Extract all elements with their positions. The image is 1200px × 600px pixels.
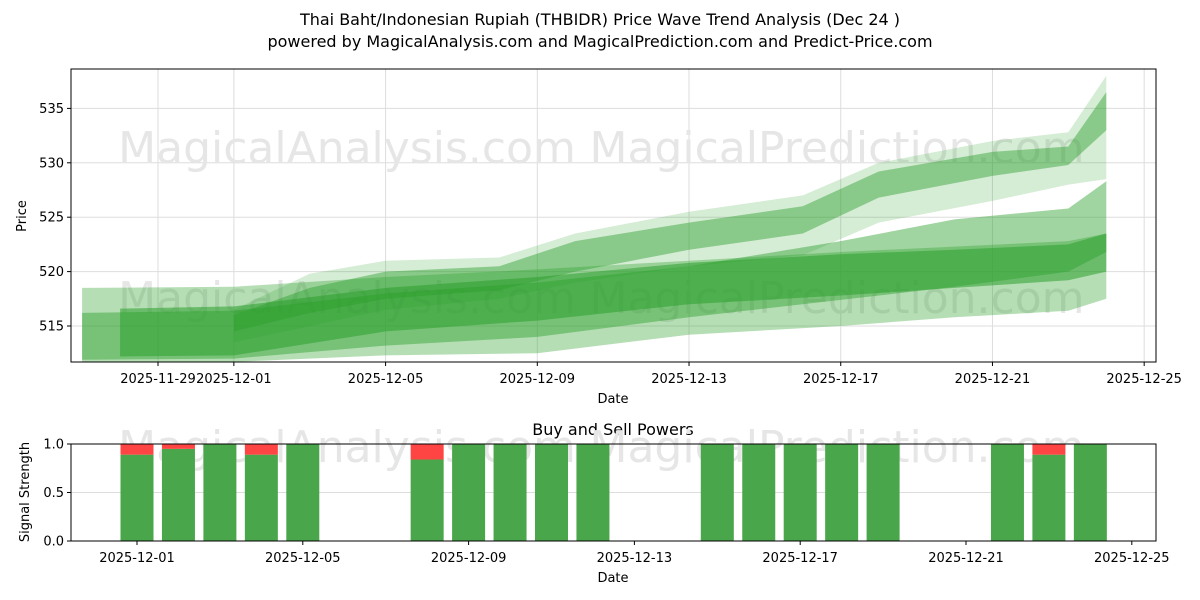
buy-bar — [1032, 454, 1066, 541]
y-tick-label: 525 — [39, 211, 64, 226]
x-tick-label: 2025-11-29 — [120, 372, 196, 387]
x-tick-label: 2025-12-01 — [99, 551, 175, 566]
buy-bar — [161, 448, 195, 541]
signal-x-axis: 2025-12-01 2025-12-05 2025-12-09 2025-12-13… — [99, 541, 1170, 566]
y-tick-label: 530 — [39, 156, 64, 171]
price-wave-bands — [82, 75, 1107, 362]
y-tick-label: 535 — [39, 102, 64, 117]
buy-bar — [866, 444, 900, 541]
sell-bar — [161, 444, 195, 449]
watermark: MagicalPrediction.com — [590, 123, 1085, 174]
price-x-axis-label: Date — [597, 392, 628, 407]
x-tick-label: 2025-12-05 — [265, 551, 341, 566]
buy-bar — [700, 444, 734, 541]
price-y-axis: 515 520 525 530 535 — [39, 102, 71, 335]
buy-bar — [244, 454, 278, 541]
x-tick-label: 2025-12-09 — [500, 372, 576, 387]
buy-bar — [535, 444, 568, 541]
buy-bar — [783, 444, 817, 541]
sell-bar — [1032, 444, 1066, 455]
wave-band — [233, 75, 1107, 343]
buy-bar — [990, 444, 1024, 541]
buy-bar — [120, 454, 154, 541]
signal-bars — [120, 444, 1107, 541]
x-tick-label: 2025-12-09 — [431, 551, 507, 566]
chart-title: Thai Baht/Indonesian Rupiah (THBIDR) Pri… — [299, 10, 901, 29]
buy-bar — [203, 444, 237, 541]
x-tick-label: 2025-12-17 — [803, 372, 879, 387]
price-chart-frame — [70, 68, 1157, 363]
chart-subtitle: powered by MagicalAnalysis.com and Magic… — [267, 32, 933, 51]
price-y-axis-label: Price — [15, 200, 30, 232]
buy-bar — [452, 444, 486, 541]
x-tick-label: 2025-12-05 — [348, 372, 424, 387]
buy-bar — [493, 444, 527, 541]
buy-bar — [825, 444, 859, 541]
x-tick-label: 2025-12-13 — [597, 551, 673, 566]
wave-band — [233, 92, 1107, 332]
signal-y-axis-label: Signal Strength — [18, 442, 33, 542]
sell-bar — [244, 444, 278, 455]
x-tick-label: 2025-12-01 — [196, 372, 272, 387]
y-tick-label: 0.5 — [43, 486, 64, 501]
price-x-axis: 2025-11-29 2025-12-01 2025-12-05 2025-12-09… — [120, 362, 1182, 387]
buy-bar — [742, 444, 776, 541]
x-tick-label: 2025-12-13 — [651, 372, 727, 387]
x-tick-label: 2025-12-21 — [928, 551, 1004, 566]
buy-bar — [410, 459, 444, 541]
x-tick-label: 2025-12-25 — [1094, 551, 1170, 566]
x-tick-label: 2025-12-25 — [1106, 372, 1182, 387]
sell-bar — [120, 444, 154, 455]
wave-band — [120, 233, 1107, 357]
y-tick-label: 515 — [39, 320, 64, 335]
y-tick-label: 1.0 — [43, 438, 64, 453]
y-tick-label: 520 — [39, 265, 64, 280]
signal-chart-title: Buy and Sell Powers — [532, 420, 694, 439]
sell-bar — [410, 444, 444, 460]
x-tick-label: 2025-12-21 — [955, 372, 1031, 387]
buy-bar — [1073, 444, 1107, 541]
watermark: MagicalAnalysis.com — [118, 123, 576, 174]
buy-bar — [286, 444, 320, 541]
y-tick-label: 0.0 — [43, 535, 64, 550]
signal-x-axis-label: Date — [597, 571, 628, 586]
buy-bar — [576, 444, 610, 541]
x-tick-label: 2025-12-17 — [762, 551, 838, 566]
signal-y-axis: 0.0 0.5 1.0 — [43, 438, 71, 550]
